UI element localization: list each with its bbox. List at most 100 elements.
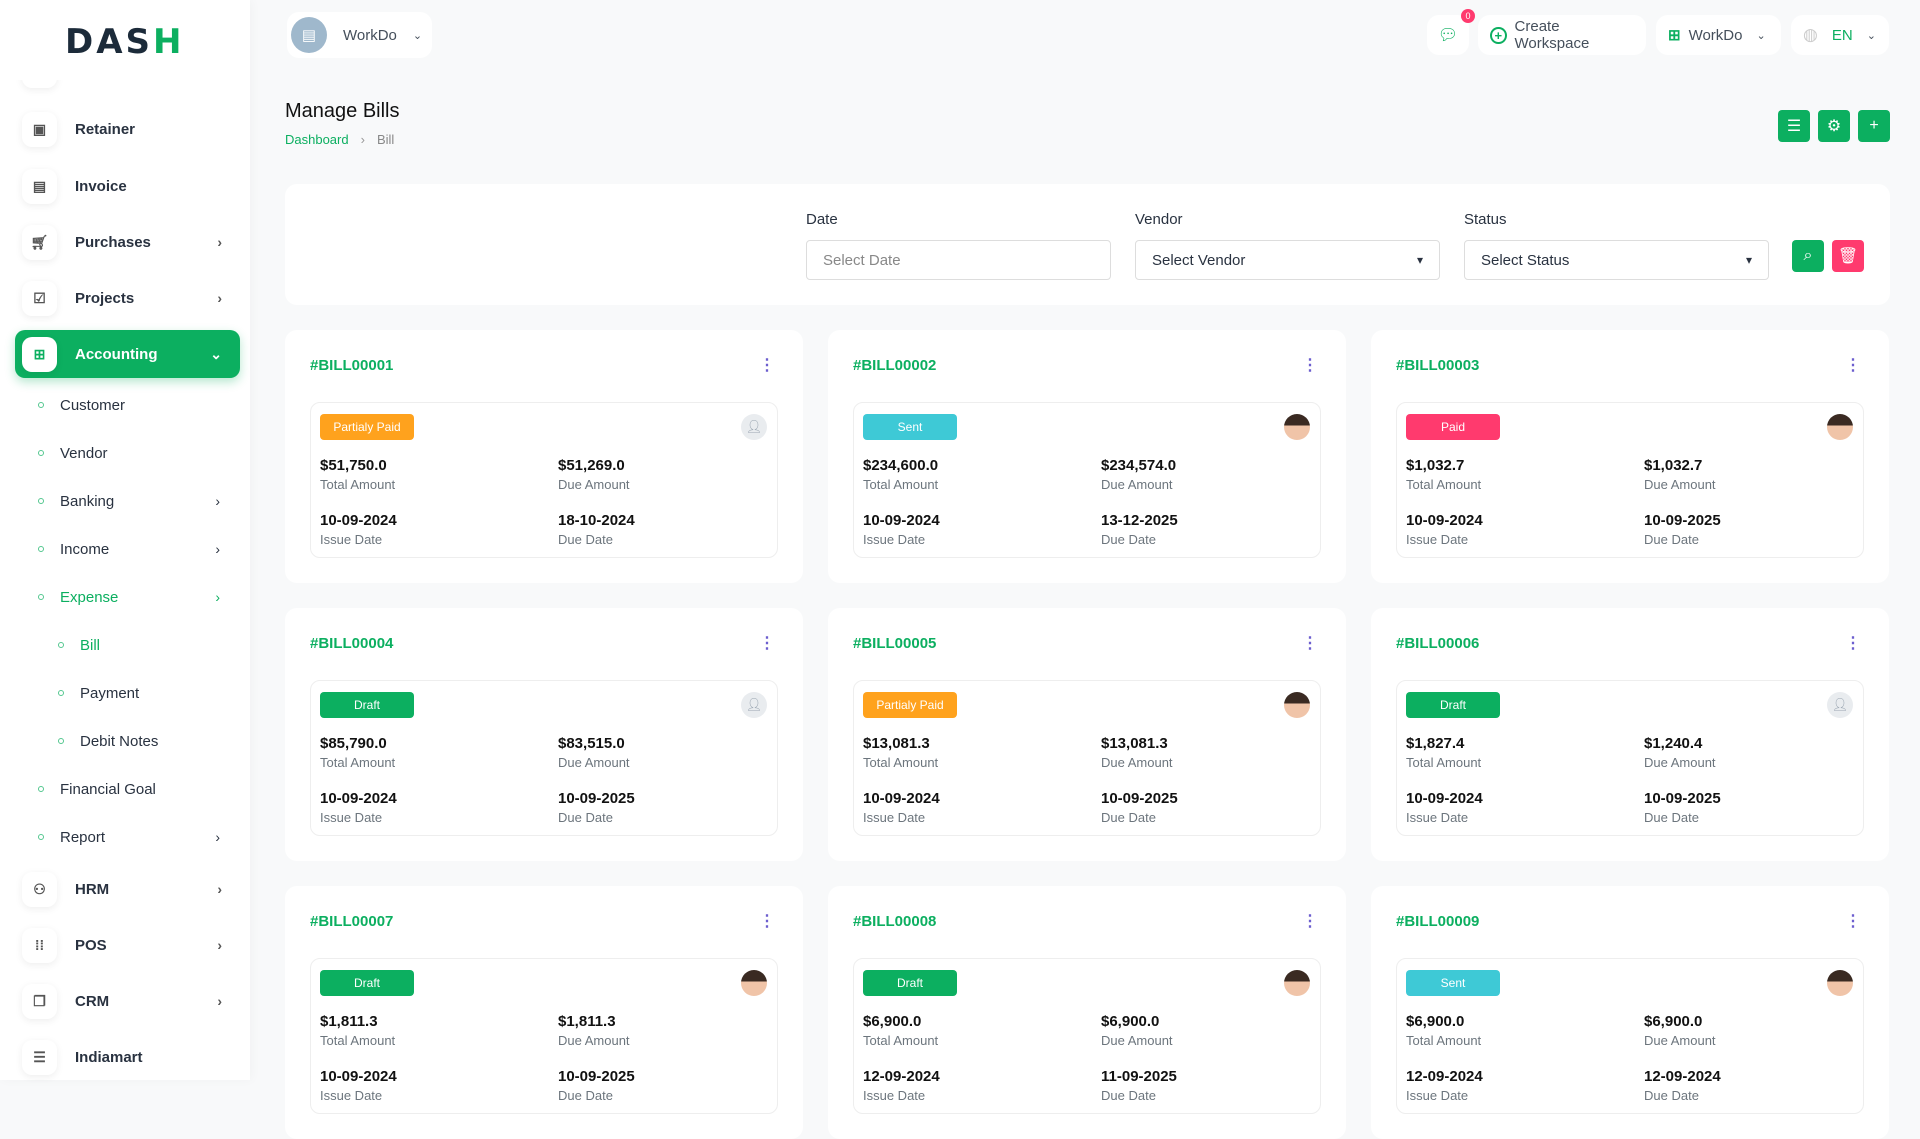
due-amount: $83,515.0 (558, 735, 625, 752)
status-badge: Partialy Paid (320, 414, 414, 440)
status-badge: Sent (1406, 970, 1500, 996)
due-amount-label: Due Amount (558, 755, 630, 770)
bill-number[interactable]: #BILL00001 (310, 357, 394, 374)
avatar (741, 970, 767, 996)
workspace-menu[interactable]: ⊞ WorkDo ⌄ (1656, 15, 1781, 55)
total-amount-label: Total Amount (1406, 1033, 1482, 1048)
sidebar-item-income[interactable]: Income › (38, 534, 238, 564)
chevron-down-icon: ▾ (1416, 253, 1423, 267)
chat-icon: 💬︎ (1437, 27, 1459, 44)
globe-icon: ◍ (1803, 25, 1818, 44)
due-amount: $6,900.0 (1101, 1013, 1160, 1030)
more-vertical-icon[interactable]: ⋮ (759, 357, 775, 374)
sidebar-item-pos[interactable]: ⁞⁞ POS › (15, 921, 240, 969)
bullet-icon (38, 450, 44, 456)
add-bill-button[interactable]: + (1858, 110, 1890, 142)
bill-number[interactable]: #BILL00006 (1396, 635, 1480, 652)
settings-button[interactable]: ⚙ (1818, 110, 1850, 142)
vendor-select[interactable]: Select Vendor ▾ (1135, 240, 1440, 280)
bill-number[interactable]: #BILL00008 (853, 913, 937, 930)
bill-card[interactable]: #BILL00004 ⋮ Draft 👤︎ $85,790.0 Total Am… (285, 608, 803, 861)
chevron-down-icon: ⌄ (1866, 29, 1876, 42)
sidebar-item-customer[interactable]: Customer (38, 390, 238, 420)
total-amount-label: Total Amount (863, 1033, 939, 1048)
bill-card[interactable]: #BILL00002 ⋮ Sent $234,600.0 Total Amoun… (828, 330, 1346, 583)
due-date: 10-09-2025 (1101, 790, 1178, 807)
sidebar-item-label: Bill (80, 636, 101, 654)
bill-number[interactable]: #BILL00003 (1396, 357, 1480, 374)
bill-card[interactable]: #BILL00007 ⋮ Draft $1,811.3 Total Amount… (285, 886, 803, 1139)
bill-card[interactable]: #BILL00003 ⋮ Paid $1,032.7 Total Amount … (1371, 330, 1889, 583)
more-vertical-icon[interactable]: ⋮ (759, 635, 775, 652)
sidebar-item-invoice[interactable]: ▤ Invoice (15, 162, 240, 210)
bill-number[interactable]: #BILL00007 (310, 913, 394, 930)
status-select[interactable]: Select Status ▾ (1464, 240, 1769, 280)
issue-date: 10-09-2024 (320, 1068, 397, 1085)
list-view-button[interactable]: ☰ (1778, 110, 1810, 142)
sidebar-item-retainer[interactable]: ▣ Retainer (15, 105, 240, 153)
due-date-label: Due Date (558, 532, 613, 547)
issue-date-label: Issue Date (863, 810, 926, 825)
chevron-down-icon: ⌄ (1756, 29, 1766, 42)
due-amount-label: Due Amount (1101, 755, 1173, 770)
total-amount-label: Total Amount (863, 755, 939, 770)
total-amount-label: Total Amount (320, 755, 396, 770)
more-vertical-icon[interactable]: ⋮ (1302, 635, 1318, 652)
bill-card[interactable]: #BILL00006 ⋮ Draft 👤︎ $1,827.4 Total Amo… (1371, 608, 1889, 861)
workspace-selector[interactable]: ▤ WorkDo ⌄ (287, 12, 433, 58)
users-icon: ⚇ (22, 871, 57, 907)
bill-card[interactable]: #BILL00009 ⋮ Sent $6,900.0 Total Amount … (1371, 886, 1889, 1139)
sidebar-item-hrm[interactable]: ⚇ HRM › (15, 865, 240, 913)
sidebar-item-purchases[interactable]: 🛒︎ Purchases › (15, 218, 240, 266)
breadcrumb-dashboard[interactable]: Dashboard (285, 132, 349, 147)
more-vertical-icon[interactable]: ⋮ (1845, 913, 1861, 930)
bill-number[interactable]: #BILL00002 (853, 357, 937, 374)
bill-number[interactable]: #BILL00004 (310, 635, 394, 652)
sidebar-item-vendor[interactable]: Vendor (38, 438, 238, 468)
bill-card[interactable]: #BILL00001 ⋮ Partialy Paid 👤︎ $51,750.0 … (285, 330, 803, 583)
issue-date: 10-09-2024 (863, 512, 940, 529)
sidebar-item-expense[interactable]: Expense › (38, 582, 238, 612)
due-date: 10-09-2025 (558, 790, 635, 807)
sidebar-item-label: Income (60, 540, 110, 558)
total-amount-label: Total Amount (320, 1033, 396, 1048)
sidebar-item-financial-goal[interactable]: Financial Goal (38, 774, 238, 804)
sidebar-item-payment[interactable]: Payment (58, 678, 238, 708)
total-amount: $1,827.4 (1406, 735, 1465, 752)
chevron-down-icon: ⌄ (412, 29, 423, 42)
bullet-icon (38, 834, 44, 840)
issue-date-label: Issue Date (320, 532, 383, 547)
bullet-icon (58, 738, 64, 744)
language-selector[interactable]: ◍ EN ⌄ (1791, 15, 1889, 55)
date-input[interactable]: Select Date (806, 240, 1111, 280)
bill-details: Paid $1,032.7 Total Amount $1,032.7 Due … (1396, 402, 1864, 558)
more-vertical-icon[interactable]: ⋮ (1845, 635, 1861, 652)
sidebar-item-indiamart[interactable]: ☰ Indiamart (15, 1033, 240, 1081)
reset-button[interactable]: 🗑︎ (1832, 240, 1864, 272)
plus-icon: + (1869, 117, 1879, 134)
sidebar-item-report[interactable]: Report › (38, 822, 238, 852)
logo[interactable]: DASH (65, 22, 185, 62)
sidebar-item-banking[interactable]: Banking › (38, 486, 238, 516)
messages-button[interactable]: 💬︎ 0 (1427, 9, 1475, 55)
more-vertical-icon[interactable]: ⋮ (759, 913, 775, 930)
bill-card[interactable]: #BILL00008 ⋮ Draft $6,900.0 Total Amount… (828, 886, 1346, 1139)
avatar (1284, 692, 1310, 718)
bill-card[interactable]: #BILL00005 ⋮ Partialy Paid $13,081.3 Tot… (828, 608, 1346, 861)
total-amount: $1,811.3 (320, 1013, 378, 1030)
sidebar-item-accounting[interactable]: ⊞ Accounting ⌄ (15, 330, 240, 378)
bill-number[interactable]: #BILL00005 (853, 635, 937, 652)
sidebar-item-projects[interactable]: ☑ Projects › (15, 274, 240, 322)
create-workspace-button[interactable]: + Create Workspace (1478, 15, 1646, 55)
sidebar-item-bill[interactable]: Bill (58, 630, 238, 660)
sidebar-item-crm[interactable]: ❐ CRM › (15, 977, 240, 1025)
bill-details: Sent $6,900.0 Total Amount $6,900.0 Due … (1396, 958, 1864, 1114)
search-button[interactable]: ⌕ (1792, 240, 1824, 272)
more-vertical-icon[interactable]: ⋮ (1845, 357, 1861, 374)
sidebar-item-debit-notes[interactable]: Debit Notes (58, 726, 238, 756)
bill-number[interactable]: #BILL00009 (1396, 913, 1480, 930)
list-icon: ☰ (1786, 118, 1802, 135)
more-vertical-icon[interactable]: ⋮ (1302, 357, 1318, 374)
bill-details: Draft $1,811.3 Total Amount $1,811.3 Due… (310, 958, 778, 1114)
more-vertical-icon[interactable]: ⋮ (1302, 913, 1318, 930)
